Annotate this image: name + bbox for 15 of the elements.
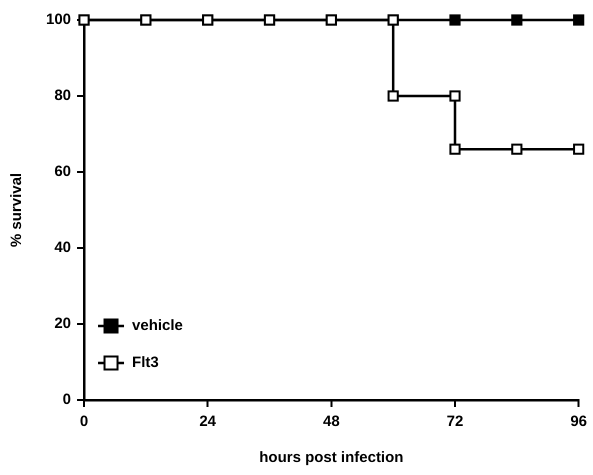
y-tick-label: 60: [54, 163, 72, 180]
legend-label: vehicle: [132, 317, 183, 334]
y-tick-label: 100: [46, 11, 72, 28]
x-tick-label: 48: [323, 413, 340, 430]
y-tick-label: 80: [54, 87, 72, 104]
y-tick-label: 40: [54, 239, 72, 256]
legend-label: Flt3: [132, 354, 159, 372]
y-tick-label: 0: [62, 391, 72, 408]
x-tick-label: 24: [199, 413, 217, 430]
x-tick-label: 96: [570, 413, 587, 430]
y-axis-title: % survival: [8, 172, 26, 248]
x-tick-label: 72: [446, 413, 464, 430]
x-tick-label: 0: [80, 413, 88, 430]
y-tick-label: 20: [54, 315, 72, 332]
x-axis-title: hours post infection: [259, 449, 404, 466]
